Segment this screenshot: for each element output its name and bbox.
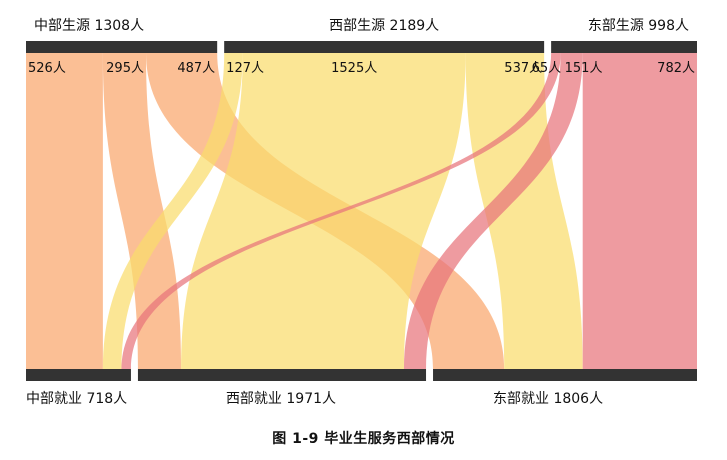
source-node-east bbox=[551, 41, 697, 53]
flow-links bbox=[26, 53, 697, 369]
target-label-west: 西部就业 1971人 bbox=[226, 391, 336, 407]
flow-label-west-west: 1525人 bbox=[331, 61, 377, 76]
flow-east-to-west bbox=[403, 53, 583, 369]
figure-caption: 图 1-9 毕业生服务西部情况 bbox=[272, 431, 455, 447]
source-label-east: 东部生源 998人 bbox=[588, 18, 689, 34]
flow-label-central-east: 487人 bbox=[177, 61, 215, 76]
flow-east-to-east bbox=[582, 53, 697, 369]
target-node-east bbox=[433, 369, 697, 381]
source-label-central: 中部生源 1308人 bbox=[34, 18, 144, 34]
flow-central-to-west bbox=[102, 53, 182, 369]
source-node-central bbox=[26, 41, 218, 53]
source-label-west: 西部生源 2189人 bbox=[329, 18, 439, 34]
flow-west-to-west bbox=[181, 53, 466, 369]
flow-label-west-east: 537人 bbox=[504, 61, 542, 76]
target-label-east: 东部就业 1806人 bbox=[493, 391, 603, 407]
flow-west-to-east bbox=[465, 53, 583, 369]
node-bars bbox=[26, 41, 697, 381]
flow-label-west-central: 127人 bbox=[226, 61, 264, 76]
flow-central-to-central bbox=[26, 53, 103, 369]
flow-label-east-central: 65人 bbox=[532, 61, 562, 76]
target-node-central bbox=[26, 369, 131, 381]
flow-west-to-central bbox=[102, 53, 243, 369]
flow-label-central-central: 526人 bbox=[28, 61, 66, 76]
source-node-west bbox=[224, 41, 545, 53]
flow-east-to-central bbox=[121, 53, 561, 369]
flow-label-east-west: 151人 bbox=[565, 61, 603, 76]
flow-label-east-east: 782人 bbox=[657, 61, 695, 76]
target-node-west bbox=[137, 369, 427, 381]
target-label-central: 中部就业 718人 bbox=[26, 391, 127, 407]
flow-label-central-west: 295人 bbox=[106, 61, 144, 76]
